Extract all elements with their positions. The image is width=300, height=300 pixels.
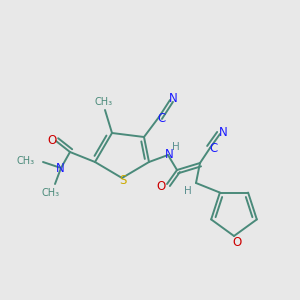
Text: O: O [232, 236, 242, 248]
Text: C: C [209, 142, 217, 155]
Text: H: H [172, 142, 180, 152]
Text: N: N [219, 127, 227, 140]
Text: CH₃: CH₃ [95, 97, 113, 107]
Text: S: S [119, 173, 127, 187]
Text: H: H [184, 186, 192, 196]
Text: O: O [47, 134, 57, 146]
Text: C: C [158, 112, 166, 124]
Text: N: N [169, 92, 177, 106]
Text: N: N [165, 148, 173, 160]
Text: O: O [156, 181, 166, 194]
Text: CH₃: CH₃ [17, 156, 35, 166]
Text: N: N [56, 163, 64, 176]
Text: CH₃: CH₃ [42, 188, 60, 198]
